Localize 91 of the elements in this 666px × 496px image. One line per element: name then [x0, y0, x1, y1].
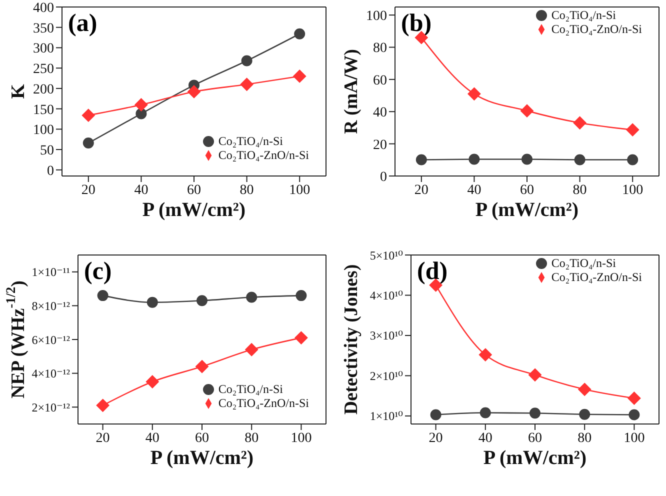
legend-label: Co₂TiO₄/n-Si: [551, 256, 616, 270]
point: [627, 154, 638, 166]
annotation: (a): [68, 10, 98, 37]
x-tick-label: 80: [240, 182, 254, 198]
point: [188, 85, 200, 98]
point: [530, 408, 540, 419]
point: [294, 28, 306, 40]
x-tick-label: 100: [290, 430, 312, 446]
y-tick-label: 6×10⁻¹²: [32, 332, 70, 347]
point: [528, 368, 542, 382]
x-axis-title: P (mW/cm²): [150, 447, 254, 469]
point: [480, 407, 491, 418]
y-tick-label: 50: [40, 144, 54, 158]
y-tick-label: 0: [380, 170, 387, 185]
y-tick-label: 100: [33, 123, 54, 138]
legend-label: Co₂TiO₄-ZnO/n-Si: [551, 22, 642, 36]
y-tick-label: 5×10¹⁰: [370, 248, 404, 262]
y-tick-label: 2×10⁻¹²: [32, 400, 70, 414]
point: [468, 154, 480, 165]
x-tick-label: 20: [96, 430, 110, 446]
legend-label: Co₂TiO₄-ZnO/n-Si: [551, 270, 642, 284]
x-tick-label: 40: [134, 182, 148, 198]
x-tick-label: 80: [244, 430, 259, 446]
x-tick-label: 20: [414, 182, 428, 198]
point: [478, 348, 492, 362]
point: [468, 87, 481, 100]
legend-label: Co₂TiO₄-ZnO/n-Si: [218, 396, 309, 410]
x-tick-label: 100: [622, 182, 644, 198]
point: [240, 78, 254, 91]
x-axis-title: P (mW/cm²): [142, 199, 246, 221]
y-tick-label: 60: [373, 73, 387, 88]
y-tick-label: 150: [33, 102, 54, 118]
x-tick-label: 60: [520, 182, 534, 198]
point: [241, 55, 252, 66]
y-tick-label: 1×10¹⁰: [370, 409, 404, 424]
x-tick-label: 20: [81, 182, 96, 198]
point: [134, 98, 148, 112]
y-tick-label: 400: [33, 0, 54, 16]
point: [293, 70, 306, 83]
annotation: (b): [401, 10, 432, 37]
y-tick-label: 20: [373, 138, 387, 153]
y-tick-label: 100: [366, 9, 387, 24]
y-axis-title: R (mA/W): [340, 49, 362, 134]
x-tick-label: 40: [145, 430, 160, 446]
legend-label: Co₂TiO₄-ZnO/n-Si: [218, 148, 309, 162]
x-tick-label: 80: [572, 182, 587, 198]
y-tick-label: 200: [33, 82, 54, 98]
legend-label: Co₂TiO₄/n-Si: [551, 8, 616, 22]
x-tick-label: 100: [289, 182, 310, 198]
y-tick-label: 40: [373, 106, 387, 121]
y-tick-label: 80: [373, 41, 387, 56]
annotation: (d): [417, 258, 448, 285]
y-tick-label: 250: [33, 62, 54, 78]
annotation: (c): [84, 258, 112, 285]
y-tick-label: 4×10⁻¹²: [32, 366, 70, 381]
point: [82, 108, 95, 122]
y-tick-label: 300: [33, 42, 54, 57]
point: [574, 154, 586, 166]
y-tick-label: 350: [33, 21, 54, 36]
x-tick-label: 80: [578, 430, 592, 446]
point: [628, 409, 640, 420]
legend-label: Co₂TiO₄/n-Si: [218, 382, 284, 396]
legend-label: Co₂TiO₄/n-Si: [218, 134, 284, 148]
y-tick-label: 0: [47, 164, 54, 179]
y-tick-label: 3×10¹⁰: [370, 328, 404, 343]
y-axis-title: Detectivity (Jones): [340, 264, 362, 415]
point: [628, 392, 641, 405]
point: [136, 108, 147, 120]
y-tick-label: 1×10⁻¹¹: [32, 265, 70, 280]
point: [579, 408, 590, 420]
point: [626, 123, 640, 136]
point: [520, 104, 534, 118]
y-tick-label: 4×10¹⁰: [370, 288, 404, 302]
point: [82, 138, 94, 149]
x-tick-label: 100: [624, 430, 645, 446]
point: [522, 154, 532, 165]
point: [416, 154, 427, 166]
x-axis-title: P (mW/cm²): [483, 447, 587, 469]
x-tick-label: 60: [195, 430, 209, 446]
x-axis-title: P (mW/cm²): [475, 199, 579, 221]
x-tick-label: 60: [187, 182, 201, 198]
y-tick-label: 8×10⁻¹²: [32, 298, 70, 313]
y-axis-title: K: [8, 84, 28, 99]
point: [430, 409, 442, 420]
point: [573, 116, 586, 130]
x-tick-label: 20: [428, 430, 443, 446]
x-tick-label: 40: [478, 430, 492, 446]
point: [578, 382, 592, 396]
x-tick-label: 60: [528, 430, 542, 446]
x-tick-label: 40: [467, 182, 482, 198]
y-tick-label: 2×10¹⁰: [370, 368, 404, 383]
